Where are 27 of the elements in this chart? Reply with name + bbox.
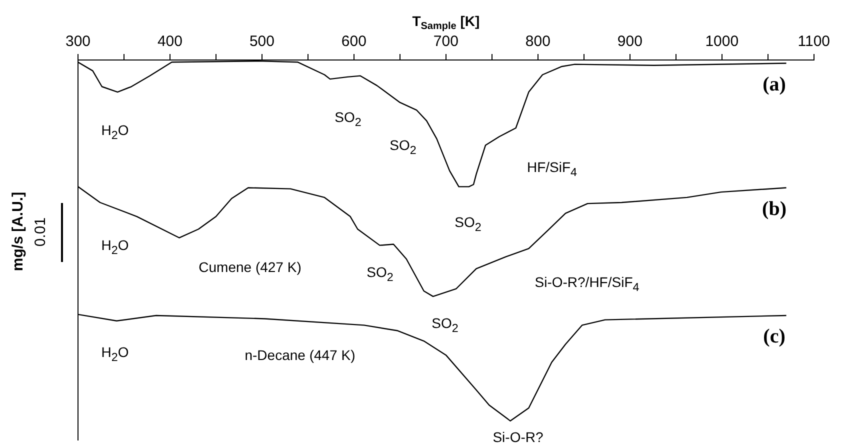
- text: Si-O-R?: [492, 428, 544, 443]
- annotation: SO$_{2}$: [454, 213, 482, 234]
- y-axis-title: mg/s [A.U.]: [10, 190, 26, 274]
- annotation: H$_{2}$O: [101, 237, 129, 257]
- annotation: SO$_{2}$: [334, 108, 362, 129]
- x-tick-label: 900: [617, 33, 642, 50]
- x-tick-label: 800: [525, 33, 550, 50]
- x-tick-label: 300: [65, 33, 91, 50]
- annotation: Cumene (427 K): [198, 258, 302, 276]
- series-label: (a): [762, 73, 786, 96]
- annotation: SO$_{2}$: [366, 264, 394, 284]
- text: 0.01: [31, 216, 50, 249]
- x-tick-label: 600: [341, 33, 366, 50]
- annotation: SO$_{2}$: [388, 136, 418, 157]
- series-label: (b): [762, 198, 787, 220]
- annotation: Si-O-R?/HF/SiF$_{4}$: [534, 273, 640, 294]
- x-tick-label: 500: [249, 33, 274, 50]
- series-label: (c): [763, 326, 786, 348]
- annotation: SO$_{2}$: [430, 314, 460, 335]
- annotation: n-Decane (447 K): [244, 346, 356, 364]
- annotation: H$_{2}$O: [100, 343, 130, 364]
- annotation: H$_{2}$O: [100, 121, 130, 142]
- x-tick-label: 700: [433, 33, 458, 50]
- x-tick-label: 1100: [798, 33, 830, 50]
- x-tick-label: 1000: [705, 33, 739, 50]
- annotation: HF/SiF$_{4}$: [526, 158, 578, 179]
- x-tick-label: 400: [157, 33, 182, 50]
